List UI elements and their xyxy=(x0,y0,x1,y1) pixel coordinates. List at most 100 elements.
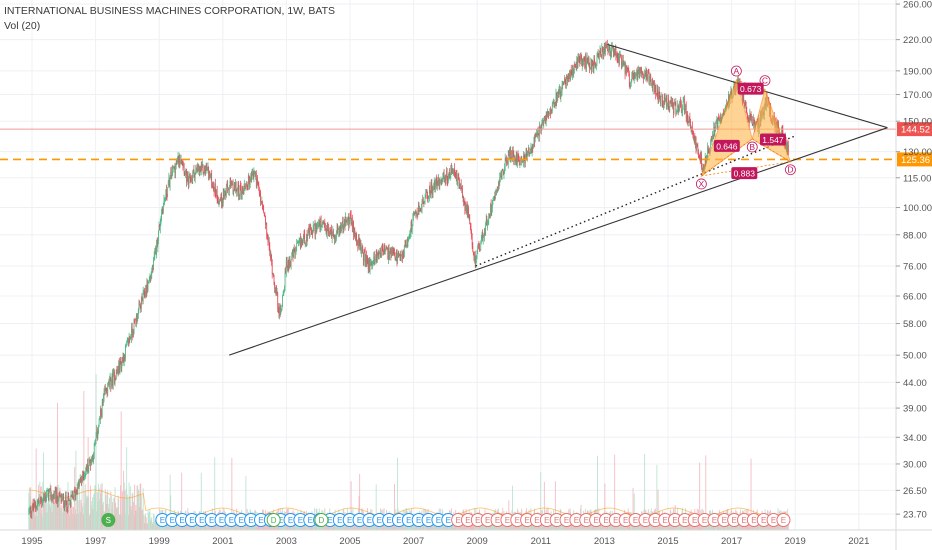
candle-body xyxy=(65,495,66,505)
candle-body xyxy=(179,154,181,164)
candle-body xyxy=(437,180,439,185)
candle-body xyxy=(320,220,321,231)
candle-body xyxy=(238,195,240,197)
candle-body xyxy=(276,292,278,294)
candle-body xyxy=(447,177,449,182)
volume-bar xyxy=(554,481,556,530)
candle-body xyxy=(458,176,460,179)
candle-body xyxy=(485,223,486,235)
candle-body xyxy=(229,181,231,186)
candle-body xyxy=(315,223,317,232)
candle-body xyxy=(351,218,353,229)
candle-body xyxy=(666,98,668,109)
candle-body xyxy=(381,245,383,249)
candle-body xyxy=(54,491,56,493)
candle-body xyxy=(167,187,168,196)
candle-body xyxy=(440,180,441,183)
candle-body xyxy=(440,179,442,181)
candle-body xyxy=(747,115,749,118)
candle-body xyxy=(301,240,302,243)
candle-body xyxy=(87,463,89,472)
volume-bar xyxy=(150,518,152,530)
candle-body xyxy=(150,275,152,278)
volume-bar xyxy=(84,503,85,530)
candle-body xyxy=(32,504,34,508)
earnings-badge-label: E xyxy=(436,516,441,525)
candle-body xyxy=(433,186,435,190)
volume-bar xyxy=(431,523,433,530)
volume-bar xyxy=(38,502,40,530)
candle-body xyxy=(409,234,411,236)
volume-bar xyxy=(543,481,545,530)
volume-bar xyxy=(350,481,352,530)
candle-body xyxy=(662,104,664,108)
candle-body xyxy=(346,221,348,224)
candle-body xyxy=(340,227,342,229)
earnings-badge-label: E xyxy=(692,516,697,525)
volume-bar xyxy=(401,523,403,530)
ratio-badge xyxy=(713,139,740,152)
candle-body xyxy=(117,369,119,372)
candle-body xyxy=(653,84,655,85)
volume-bar xyxy=(225,523,227,530)
candle-body xyxy=(37,502,39,504)
candle-body xyxy=(742,92,743,101)
candle-body xyxy=(183,163,184,166)
candle-body xyxy=(411,221,412,230)
candle-body xyxy=(723,112,724,114)
volume-bar xyxy=(154,521,156,530)
earnings-badge-label: E xyxy=(396,516,401,525)
candle-body xyxy=(640,68,641,72)
candle-body xyxy=(528,147,529,151)
candle-body xyxy=(679,101,681,106)
earnings-badge-label: E xyxy=(712,516,717,525)
candle-body xyxy=(543,117,545,119)
candle-body xyxy=(668,109,670,111)
earnings-badge-label: E xyxy=(367,516,372,525)
candle-body xyxy=(710,140,712,142)
candle-body xyxy=(628,71,630,74)
candle-body xyxy=(335,238,337,239)
earnings-badge-label: E xyxy=(406,516,411,525)
volume-bar xyxy=(97,502,99,530)
candle-body xyxy=(177,156,179,160)
candle-body xyxy=(53,495,55,500)
candle-body xyxy=(339,228,340,235)
price-tick-label: 115.00 xyxy=(903,173,931,184)
candle-body xyxy=(375,251,377,260)
volume-bar xyxy=(129,496,131,530)
earnings-badge-label: E xyxy=(771,516,776,525)
volume-bar xyxy=(542,523,544,530)
candle-body xyxy=(377,252,378,260)
candle-body xyxy=(174,166,176,174)
last-price-tag xyxy=(897,122,932,137)
candle-body xyxy=(100,410,102,414)
time-tick-label: 1995 xyxy=(21,536,42,547)
volume-bar xyxy=(37,506,39,530)
candle-body xyxy=(524,156,526,164)
volume-indicator-label[interactable]: Vol (20) xyxy=(4,20,41,32)
candle-body xyxy=(285,271,287,274)
candle-body xyxy=(191,178,193,179)
symbol-title[interactable]: INTERNATIONAL BUSINESS MACHINES CORPORAT… xyxy=(4,5,335,17)
candle-body xyxy=(665,98,666,102)
candle-body xyxy=(638,68,639,73)
candle-body xyxy=(551,103,553,111)
candle-body xyxy=(654,84,655,92)
candle-body xyxy=(678,110,680,113)
candle-body xyxy=(623,64,625,66)
candle-body xyxy=(255,172,257,187)
candle-body xyxy=(418,204,420,212)
candle-body xyxy=(194,173,195,178)
volume-bar xyxy=(239,523,241,530)
candle-body xyxy=(338,228,340,229)
candle-body xyxy=(201,164,203,167)
candle-body xyxy=(326,227,328,234)
candle-body xyxy=(510,150,512,160)
candle-body xyxy=(48,489,49,500)
candle-body xyxy=(78,482,79,484)
